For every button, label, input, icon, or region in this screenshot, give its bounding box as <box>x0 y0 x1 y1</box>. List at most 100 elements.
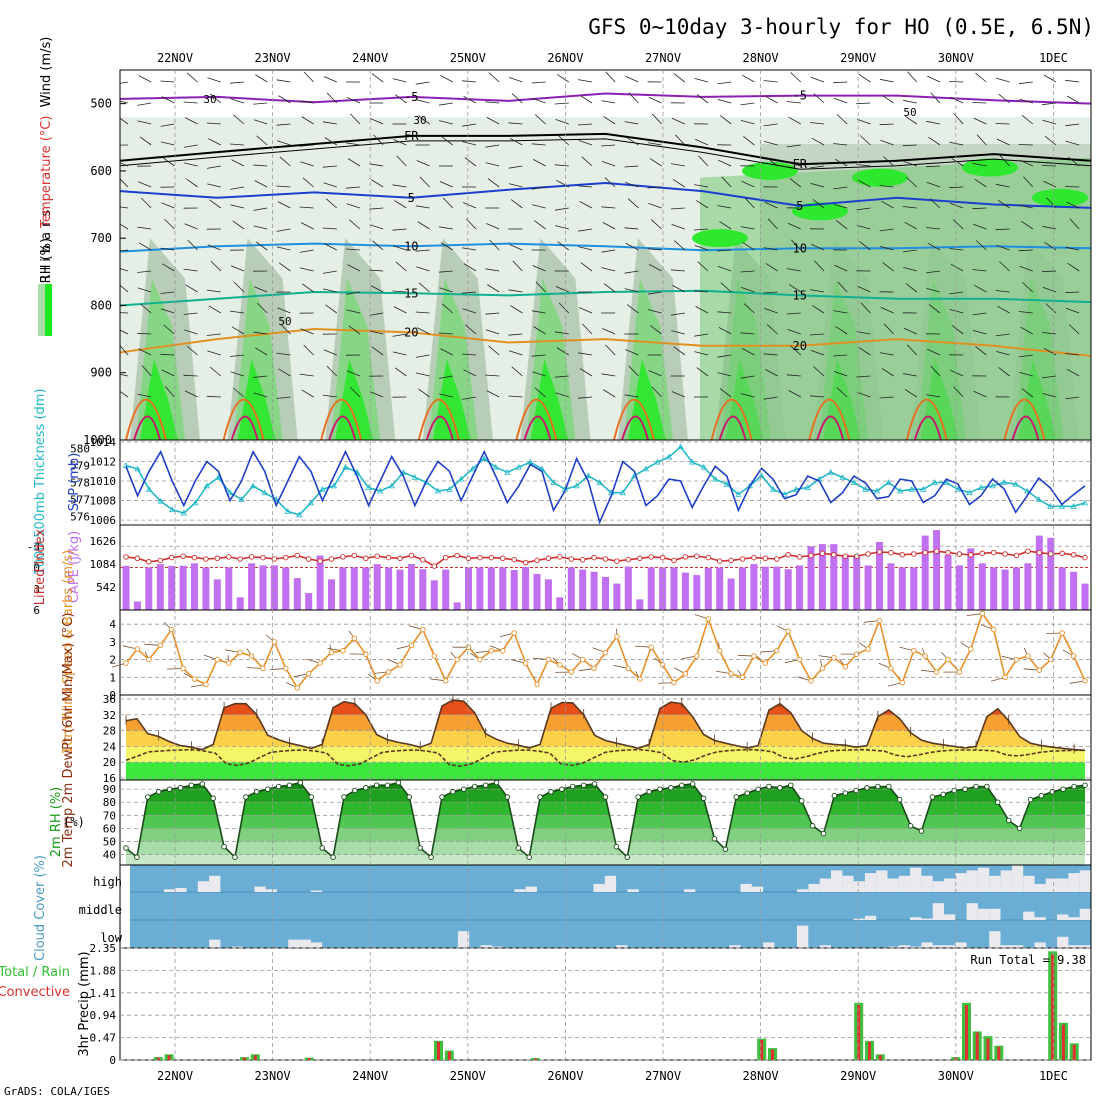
wind-speed-line-point <box>682 671 689 677</box>
thickness-line-point <box>573 482 580 489</box>
wind-barb <box>1042 286 1057 293</box>
wind-barb <box>672 179 686 188</box>
wind-barb <box>532 371 546 377</box>
li-line-point <box>819 550 826 557</box>
rh-tick: 90 <box>103 783 116 796</box>
wind-barb <box>996 244 1010 251</box>
surface-isotherm-hot <box>621 415 649 440</box>
wind-barb <box>628 365 639 377</box>
wind-speed-line-point <box>522 660 529 666</box>
precip-convective-bar <box>307 1058 311 1060</box>
thickness-tick: 580 <box>70 443 90 456</box>
rh-line-point <box>624 854 631 860</box>
rh-line-point <box>166 786 173 792</box>
wind-barb <box>393 306 407 314</box>
isotherm-line <box>120 327 1091 357</box>
wind-barb <box>1042 393 1057 398</box>
wind-barb <box>1042 102 1057 106</box>
thickness-line-point <box>180 509 187 516</box>
li-line-point <box>968 552 974 558</box>
wind-speed-line-point <box>968 646 974 652</box>
temp-band <box>126 714 1085 731</box>
thickness-line-point <box>908 485 915 492</box>
thickness-line-point <box>457 475 465 482</box>
wind-barb <box>1065 291 1080 294</box>
cape-bar <box>213 579 221 610</box>
pressure-tick: 1000 <box>83 433 112 447</box>
wind-barb <box>833 186 848 190</box>
wind-speed-line-point <box>751 653 757 659</box>
wind-barb <box>834 158 848 167</box>
wind-barb <box>740 120 755 125</box>
wind-barb <box>208 138 221 146</box>
cloud-bar <box>1079 945 1091 948</box>
thickness-line-point <box>792 485 800 492</box>
li-line-point <box>545 555 552 562</box>
wind-barb <box>209 366 222 377</box>
cloud-bar <box>819 878 831 892</box>
surface-isotherm <box>905 398 948 440</box>
cape-bar <box>864 565 872 610</box>
wind-barb <box>120 390 129 398</box>
wind-barb <box>299 100 314 104</box>
wind-barb <box>120 223 129 230</box>
li-line-point <box>716 558 723 564</box>
wind-barb <box>206 289 221 293</box>
wind-barb <box>835 220 848 230</box>
thickness-line-point <box>862 485 869 492</box>
rh-line-point <box>199 781 206 787</box>
wind-barb <box>880 139 894 146</box>
wind-barb <box>487 178 500 188</box>
cloud-bar <box>1057 936 1069 948</box>
li-line-point <box>271 556 278 562</box>
cape-bar <box>350 567 358 610</box>
wind-barb <box>791 239 802 251</box>
cape-bar <box>442 569 450 610</box>
wind-barb <box>740 393 755 398</box>
li-line-point <box>340 554 346 560</box>
wind-barb <box>277 307 291 314</box>
wind-barb <box>508 289 523 293</box>
rh-line-point <box>711 836 718 842</box>
rh-line-point <box>395 779 402 786</box>
upper-wind-barbs <box>120 71 1080 400</box>
wind-barb <box>230 310 245 314</box>
wind-barb <box>278 95 291 104</box>
wind-barb <box>372 240 384 251</box>
wind-barb <box>392 333 407 337</box>
cape-bar <box>1070 571 1078 611</box>
wind-barb <box>556 347 570 356</box>
wind-barb <box>651 113 662 125</box>
wind-barb <box>489 239 500 251</box>
rh-line-point <box>254 789 260 795</box>
wind-barb <box>206 333 221 336</box>
wind-barb <box>856 164 871 167</box>
wind-barb <box>605 344 616 356</box>
wind-barb <box>879 352 894 356</box>
wind-barb <box>160 308 175 314</box>
cape-bar <box>681 572 689 610</box>
rh-line-point <box>995 799 1001 805</box>
wind-barb <box>927 75 941 83</box>
wind-barb <box>650 325 662 335</box>
wind-barb <box>673 73 686 83</box>
wind-speed-line-point <box>1025 653 1031 659</box>
cloud-bar <box>842 875 854 892</box>
li-line-point <box>454 552 460 559</box>
cloud-bar <box>944 945 956 948</box>
wind-barb <box>1045 303 1057 314</box>
wind-barb <box>624 270 639 274</box>
wind-barb <box>347 264 361 272</box>
wind-speed-line-point <box>431 653 438 659</box>
li-line-point <box>728 557 734 564</box>
li-line-point <box>248 554 255 560</box>
rh-tick: 80 <box>103 796 116 809</box>
wind-barb <box>1041 165 1057 167</box>
cape-bar <box>716 567 724 610</box>
wind-barb <box>903 267 917 272</box>
wind-barb <box>995 228 1010 231</box>
rh-line-point <box>384 782 391 788</box>
wind-barb <box>647 248 662 251</box>
wind-barb <box>137 287 152 293</box>
wind-barb <box>740 102 755 106</box>
